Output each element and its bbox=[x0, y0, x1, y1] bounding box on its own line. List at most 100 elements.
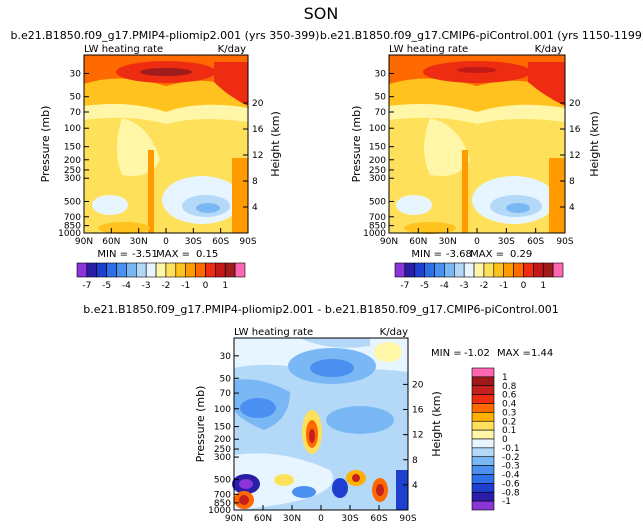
x-tick-label: 90S bbox=[399, 514, 416, 524]
field-blob bbox=[396, 470, 408, 510]
x-tick-label: 90N bbox=[75, 237, 93, 247]
colorbar-swatch bbox=[453, 262, 465, 278]
x-tick-label: 90N bbox=[225, 514, 243, 524]
variable-label: LW heating rate bbox=[389, 44, 468, 55]
colorbar-swatch bbox=[424, 262, 435, 278]
x-axis: 90N 60N 30N 0 30S 60S 90S bbox=[380, 228, 574, 247]
height-tick-label: 12 bbox=[569, 151, 580, 161]
min-label: MIN = bbox=[97, 249, 128, 260]
y-tick-label: 50 bbox=[220, 374, 232, 384]
colorbar-swatch bbox=[471, 500, 495, 511]
field-blob bbox=[239, 479, 253, 489]
y-tick-label: 200 bbox=[214, 435, 231, 445]
colorbar-label: -0.1 bbox=[502, 444, 520, 454]
y-tick-label: 700 bbox=[369, 213, 386, 223]
field-blob bbox=[528, 62, 565, 106]
height-tick-label: 8 bbox=[412, 456, 418, 466]
y-tick-label: 850 bbox=[214, 499, 231, 509]
x-tick-label: 0 bbox=[474, 237, 480, 247]
field-blob bbox=[240, 398, 276, 418]
colorbar: 10.80.60.40.30.20.10-0.1-0.2-0.3-0.4-0.6… bbox=[471, 367, 520, 511]
max-label: MAX = bbox=[156, 249, 190, 260]
x-tick-label: 90N bbox=[380, 237, 398, 247]
colorbar-label: -0.6 bbox=[502, 479, 520, 489]
field-band bbox=[84, 71, 248, 112]
field-blob bbox=[310, 359, 354, 377]
min-value: -3.68 bbox=[446, 249, 472, 260]
height-tick-label: 20 bbox=[252, 99, 264, 109]
height-tick-label: 4 bbox=[569, 203, 575, 213]
colorbar-label: -2 bbox=[161, 281, 170, 291]
colorbar-label: 0.4 bbox=[502, 400, 517, 410]
height-axis-label: Height (km) bbox=[269, 111, 282, 177]
colorbar-swatch bbox=[471, 420, 495, 431]
x-tick-label: 30S bbox=[498, 237, 515, 247]
colorbar-swatch bbox=[471, 447, 495, 458]
field-blob bbox=[92, 195, 128, 215]
y-axis-label: Pressure (mb) bbox=[194, 386, 207, 463]
field-blob bbox=[457, 67, 497, 73]
x-tick-label: 0 bbox=[163, 237, 169, 247]
colorbar-swatch bbox=[165, 262, 177, 278]
panel-picontrol: b.e21.B1850.f09_g17.CMIP6-piControl.001 … bbox=[320, 29, 643, 291]
colorbar-swatch bbox=[552, 262, 564, 278]
colorbar-swatch bbox=[463, 262, 475, 278]
x-axis: 90N 60N 30N 0 30S 60S 90S bbox=[225, 505, 417, 524]
height-tick-label: 8 bbox=[252, 177, 258, 187]
colorbar-label: -3 bbox=[142, 281, 151, 291]
panel-difference: b.e21.B1850.f09_g17.PMIP4-pliomip2.001 -… bbox=[83, 303, 559, 524]
y-tick-label: 1000 bbox=[208, 506, 231, 516]
colorbar-swatch bbox=[471, 456, 495, 466]
colorbar-label: 0.8 bbox=[502, 382, 517, 392]
units-label: K/day bbox=[380, 327, 408, 338]
y-tick-label: 70 bbox=[70, 108, 82, 118]
panel-title: b.e21.B1850.f09_g17.CMIP6-piControl.001 … bbox=[320, 29, 643, 42]
x-tick-label: 60N bbox=[254, 514, 272, 524]
x-axis: 90N 60N 30N 0 30S 60S 90S bbox=[75, 228, 257, 247]
variable-label: LW heating rate bbox=[84, 44, 163, 55]
colorbar-swatch bbox=[116, 262, 127, 278]
colorbar-label: 0.3 bbox=[502, 408, 516, 418]
colorbar-label: 1 bbox=[540, 281, 546, 291]
y-tick-label: 500 bbox=[369, 197, 386, 207]
y-tick-label: 250 bbox=[214, 445, 231, 455]
height-tick-label: 8 bbox=[569, 177, 575, 187]
colorbar-swatch bbox=[444, 262, 455, 278]
colorbar-label: 0.1 bbox=[502, 426, 516, 436]
colorbar-label: 0 bbox=[521, 281, 527, 291]
min-value: -3.51 bbox=[132, 249, 158, 260]
height-tick-label: 16 bbox=[569, 125, 581, 135]
colorbar-swatch bbox=[471, 412, 495, 422]
colorbar-swatch bbox=[434, 262, 445, 278]
colorbar-swatch bbox=[471, 429, 495, 440]
colorbar-swatch bbox=[195, 262, 206, 278]
y-tick-label: 250 bbox=[369, 166, 386, 176]
colorbar-swatch bbox=[175, 262, 187, 278]
y-tick-label: 850 bbox=[369, 222, 386, 232]
x-tick-label: 30S bbox=[341, 514, 358, 524]
y-tick-label: 500 bbox=[64, 197, 81, 207]
colorbar-swatch bbox=[471, 376, 495, 387]
colorbar-label: -3 bbox=[460, 281, 469, 291]
field-blob bbox=[140, 68, 192, 76]
colorbar-swatch bbox=[473, 262, 485, 278]
min-label: MIN = bbox=[411, 249, 442, 260]
field-band bbox=[389, 71, 565, 112]
max-label: MAX = bbox=[497, 348, 531, 359]
colorbar-label: -1 bbox=[502, 497, 511, 507]
colorbar-swatch bbox=[471, 474, 495, 484]
field-blob bbox=[232, 158, 248, 233]
field-band bbox=[389, 104, 565, 124]
colorbar-swatch bbox=[234, 262, 246, 278]
colorbar-label: -2 bbox=[479, 281, 488, 291]
y-tick-label: 50 bbox=[70, 93, 82, 103]
min-value: -1.02 bbox=[464, 348, 490, 359]
colorbar-swatch bbox=[155, 262, 167, 278]
colorbar-swatch bbox=[76, 262, 88, 278]
colorbar-swatch bbox=[126, 262, 137, 278]
colorbar-label: -0.4 bbox=[502, 471, 520, 481]
colorbar: -7 -5 -4 -3 -2 -1 0 1 bbox=[76, 262, 246, 291]
